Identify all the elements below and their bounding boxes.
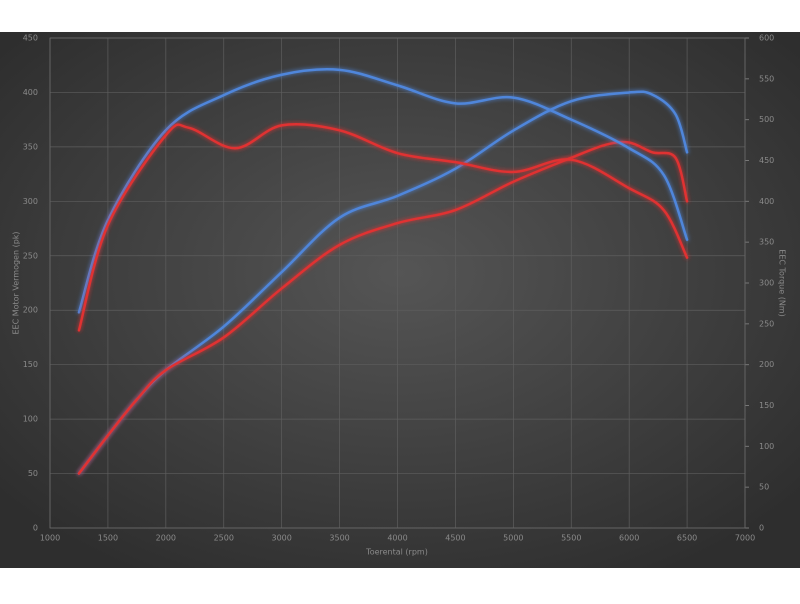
- plot-border: [49, 37, 746, 529]
- y2-tick-label: 400: [759, 197, 774, 206]
- y-tick-label: 350: [23, 142, 38, 151]
- x-tick-label: 7000: [735, 534, 755, 543]
- y2-tick-label: 250: [759, 319, 774, 328]
- line: [77, 122, 689, 332]
- y2-tick-label: 500: [759, 115, 774, 124]
- y-tick-label: 450: [23, 34, 38, 43]
- line: [77, 68, 689, 314]
- y-tick-label: 0: [33, 524, 38, 533]
- y2-tick-label: 0: [759, 524, 764, 533]
- x-tick-label: 2500: [214, 534, 234, 543]
- y-tick-label: 250: [23, 251, 38, 260]
- y-tick-label: 150: [23, 360, 38, 369]
- y2-tick-label: 300: [759, 279, 774, 288]
- y2-tick-label: 600: [759, 34, 774, 43]
- x-tick-label: 1000: [40, 534, 60, 543]
- x-tick-label: 6500: [677, 534, 697, 543]
- x-tick-label: 2000: [156, 534, 176, 543]
- y-axis-label: EEC Motor Vermogen (pk): [12, 231, 21, 334]
- y2-tick-label: 200: [759, 360, 774, 369]
- x-tick-label: 3000: [271, 534, 291, 543]
- x-tick-label: 3500: [329, 534, 349, 543]
- y-tick-label: 300: [23, 197, 38, 206]
- y2-tick-label: 50: [759, 483, 769, 492]
- x-tick-label: 5500: [561, 534, 581, 543]
- y-tick-label: 400: [23, 88, 38, 97]
- y2-tick-label: 100: [759, 442, 774, 451]
- y2-tick-label: 150: [759, 401, 774, 410]
- y2-tick-label: 550: [759, 74, 774, 83]
- x-tick-label: 5000: [503, 534, 523, 543]
- x-tick-label: 4500: [445, 534, 465, 543]
- y-tick-label: 50: [28, 469, 38, 478]
- x-tick-label: 6000: [619, 534, 639, 543]
- chart-background: [0, 32, 800, 568]
- x-tick-label: 1500: [98, 534, 118, 543]
- line: [77, 140, 689, 475]
- x-tick-label: 4000: [387, 534, 407, 543]
- y2-tick-label: 450: [759, 156, 774, 165]
- y2-axis-label: EEC Torque (Nm): [778, 249, 787, 316]
- y-tick-label: 100: [23, 415, 38, 424]
- x-axis-label: Toerental (rpm): [365, 548, 428, 557]
- y2-tick-label: 350: [759, 238, 774, 247]
- y-tick-label: 200: [23, 306, 38, 315]
